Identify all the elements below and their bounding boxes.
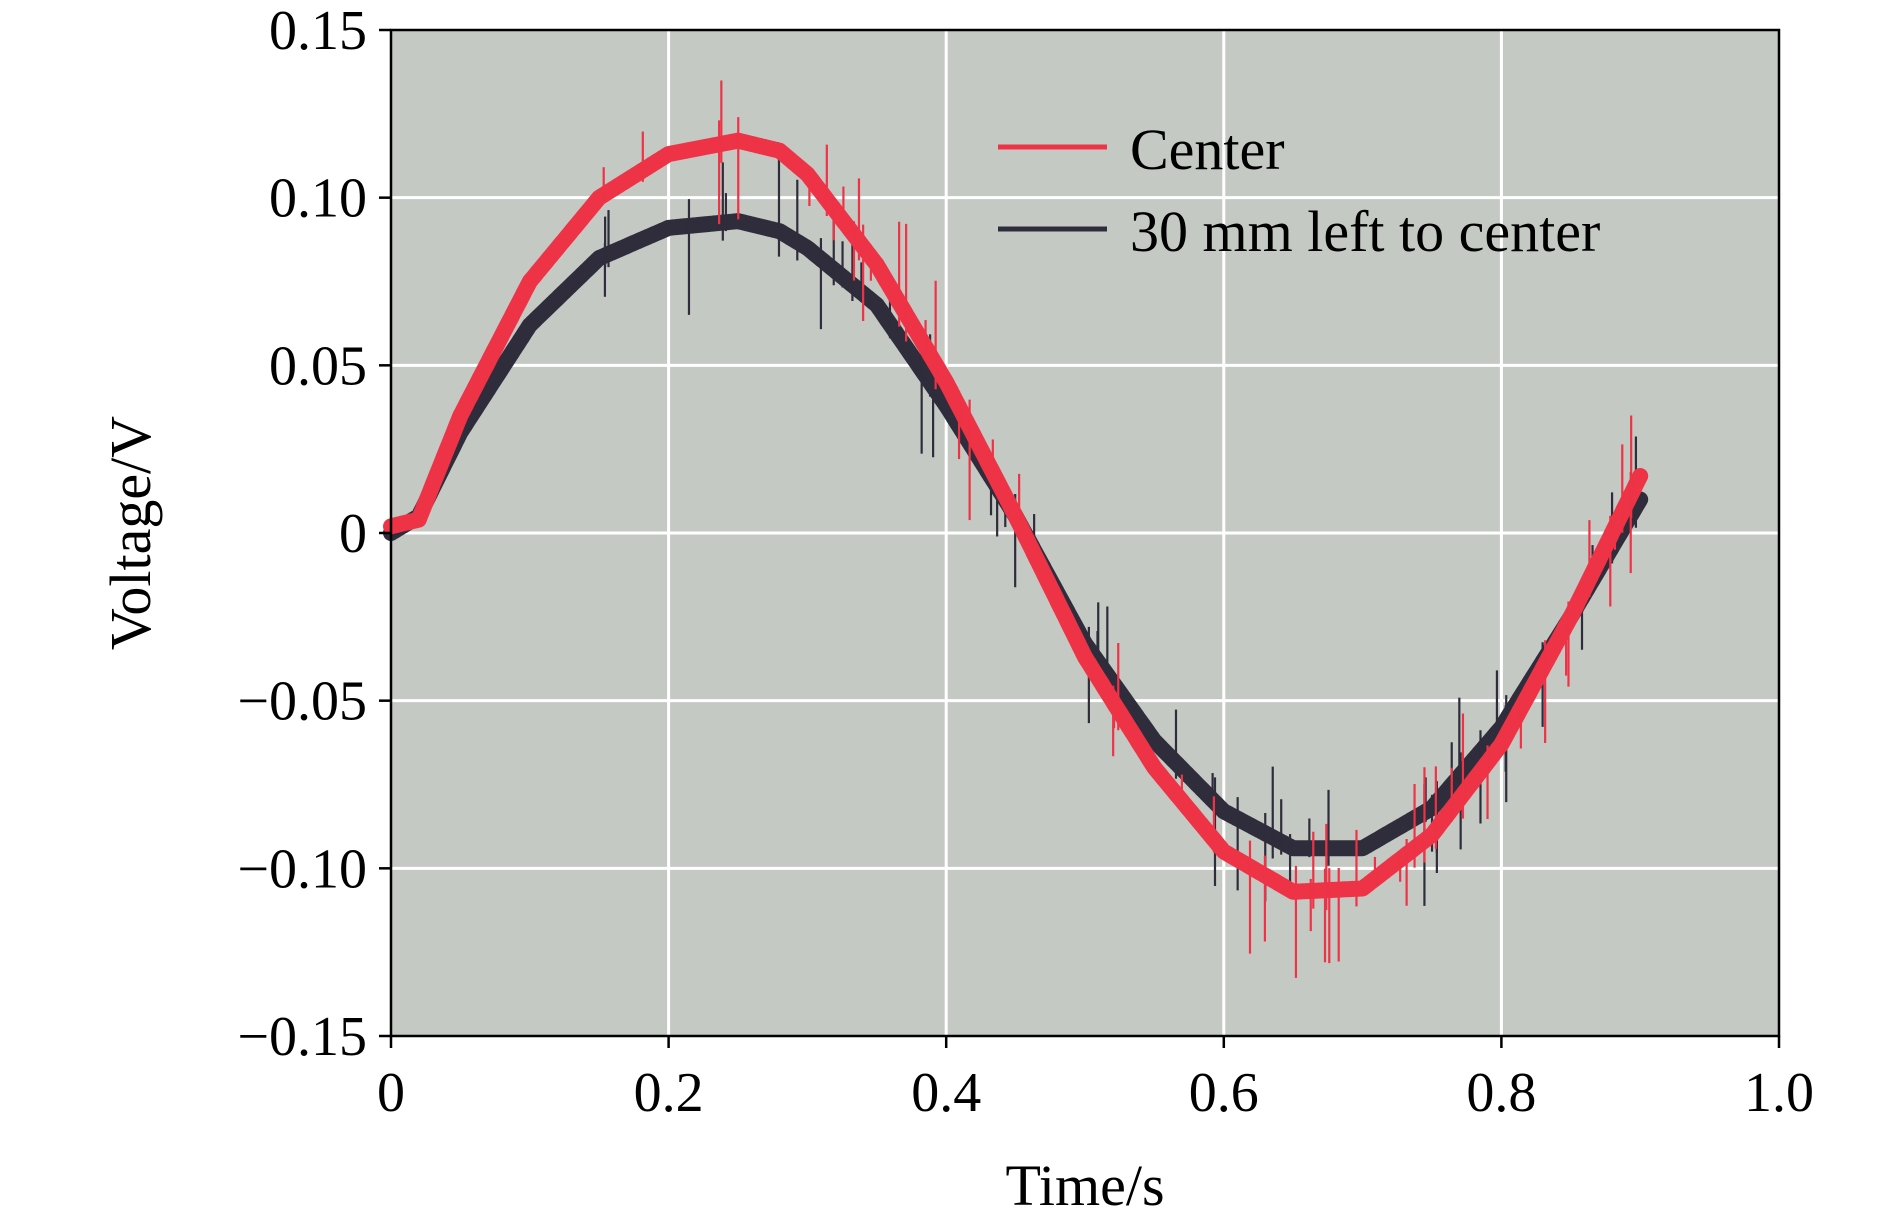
series-line (383, 132, 1649, 900)
series-layer (383, 80, 1649, 978)
y-tick-label: −0.10 (237, 838, 367, 900)
series-0 (383, 80, 1649, 978)
legend: Center 30 mm left to center (998, 117, 1600, 264)
x-tick-label: 0 (377, 1062, 405, 1124)
y-tick-label: 0 (339, 503, 367, 565)
ticks: 0 0.2 0.4 0.6 0.8 1.0 0.15 0.10 0.05 0 −0.05 −0.10 −… (237, 0, 1814, 1124)
x-tick-label: 0.6 (1189, 1062, 1259, 1124)
y-tick-label: −0.05 (237, 671, 367, 733)
x-tick-label: 0.2 (634, 1062, 704, 1124)
series-noise (602, 80, 1633, 978)
y-tick-label: 0.15 (269, 0, 367, 62)
y-axis-title: Voltage/V (98, 416, 163, 650)
x-tick-label: 0.4 (911, 1062, 981, 1124)
legend-label-30mm-left: 30 mm left to center (1130, 199, 1600, 264)
x-axis-title: Time/s (1005, 1153, 1164, 1213)
y-tick-label: −0.15 (237, 1006, 367, 1068)
y-tick-label: 0.05 (269, 335, 367, 397)
legend-label-center: Center (1130, 117, 1285, 182)
grid (391, 30, 1779, 1036)
x-tick-label: 1.0 (1744, 1062, 1814, 1124)
y-tick-label: 0.10 (269, 168, 367, 230)
x-tick-label: 0.8 (1466, 1062, 1536, 1124)
